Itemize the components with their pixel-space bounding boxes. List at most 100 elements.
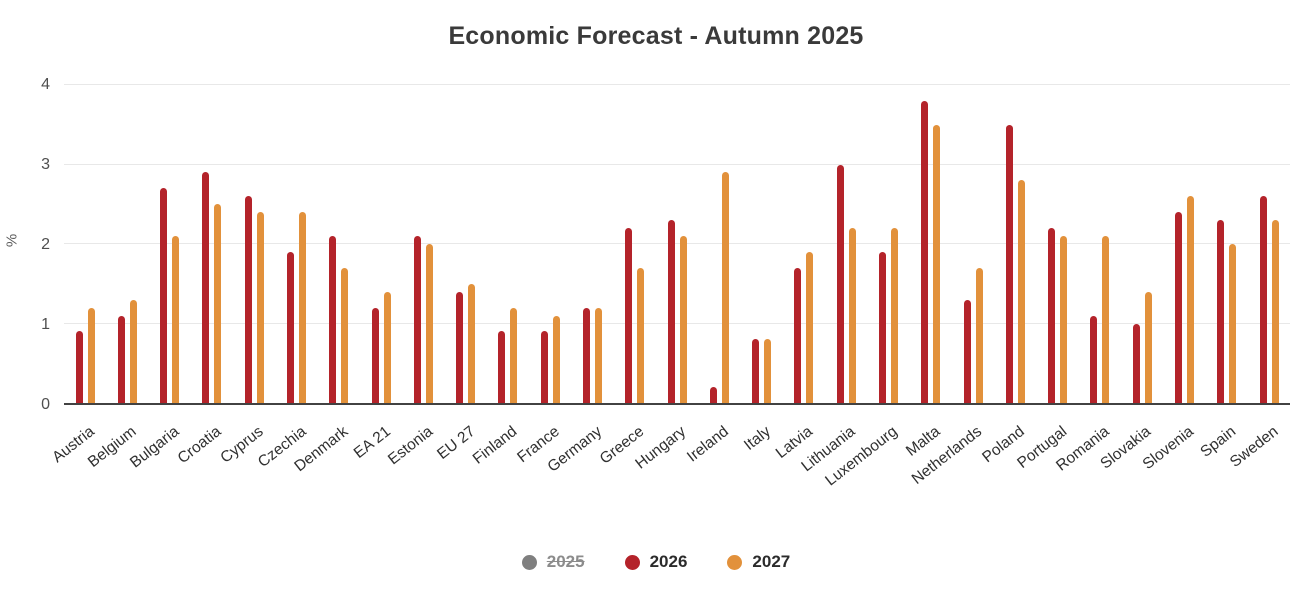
y-axis: 0 1 2 3 4 (0, 76, 50, 413)
bar-2027[interactable] (299, 212, 307, 403)
chart-title: Economic Forecast - Autumn 2025 (448, 22, 864, 50)
bar-2027[interactable] (383, 291, 391, 403)
bar-2027[interactable] (1060, 236, 1068, 403)
bar-group-slovakia (1121, 85, 1163, 403)
bar-group-netherlands (952, 85, 994, 403)
bar-2026[interactable] (752, 339, 760, 403)
y-tick-label: 0 (41, 396, 50, 413)
bar-2027[interactable] (341, 267, 349, 403)
bar-group-croatia (191, 85, 233, 403)
bar-2026[interactable] (963, 299, 971, 403)
bar-2027[interactable] (1102, 236, 1110, 403)
bar-2026[interactable] (1048, 228, 1056, 403)
bar-2027[interactable] (256, 212, 264, 403)
bar-group-france (529, 85, 571, 403)
bar-2027[interactable] (1186, 196, 1194, 403)
bar-2027[interactable] (552, 315, 560, 403)
y-tick-label: 2 (41, 236, 50, 253)
bar-group-belgium (106, 85, 148, 403)
bar-2026[interactable] (498, 331, 506, 403)
x-label-italy: Italy (741, 423, 775, 454)
bar-2026[interactable] (1005, 124, 1013, 403)
bar-2027[interactable] (637, 267, 645, 403)
bar-2026[interactable] (244, 196, 252, 403)
legend: 2025 2026 2027 (0, 552, 1312, 572)
bar-2027[interactable] (848, 228, 856, 403)
bar-2026[interactable] (667, 220, 675, 403)
bar-2026[interactable] (709, 387, 717, 403)
bar-group-malta (910, 85, 952, 403)
bar-group-czechia (275, 85, 317, 403)
gridline (64, 84, 1290, 85)
bar-2027[interactable] (679, 236, 687, 403)
bar-2027[interactable] (933, 124, 941, 403)
bar-2026[interactable] (1217, 220, 1225, 403)
bar-2026[interactable] (287, 251, 295, 403)
bar-2026[interactable] (413, 236, 421, 403)
bar-2027[interactable] (1017, 180, 1025, 403)
bar-2026[interactable] (371, 307, 379, 403)
legend-label-2027: 2027 (752, 552, 791, 571)
bar-2027[interactable] (764, 339, 772, 403)
bar-2026[interactable] (794, 267, 802, 403)
bar-group-germany (571, 85, 613, 403)
legend-item-2025[interactable]: 2025 (521, 552, 585, 572)
bar-2027[interactable] (425, 244, 433, 403)
y-tick-label: 1 (41, 316, 50, 333)
bar-2027[interactable] (1271, 220, 1279, 403)
bar-2026[interactable] (117, 315, 125, 403)
bar-2026[interactable] (836, 164, 844, 403)
bar-2027[interactable] (468, 283, 476, 403)
bar-group-finland (487, 85, 529, 403)
bar-group-ea-21 (360, 85, 402, 403)
bar-group-ireland (698, 85, 740, 403)
bar-2026[interactable] (878, 251, 886, 403)
bar-2027[interactable] (595, 307, 603, 403)
legend-dot-2026-icon (624, 554, 640, 570)
bar-2026[interactable] (1090, 315, 1098, 403)
bar-group-denmark (318, 85, 360, 403)
bars-layer (64, 85, 1290, 403)
bar-2027[interactable] (1229, 244, 1237, 403)
legend-item-2026[interactable]: 2026 (624, 552, 687, 572)
bar-2026[interactable] (540, 331, 548, 403)
bar-group-hungary (656, 85, 698, 403)
bar-group-latvia (783, 85, 825, 403)
x-axis-labels: Austria Belgium Bulgaria Croatia Cyprus Czech… (49, 415, 1290, 525)
gridline (64, 243, 1290, 244)
bar-group-austria (64, 85, 106, 403)
bar-group-portugal (1036, 85, 1078, 403)
bar-2026[interactable] (75, 331, 83, 403)
bar-2026[interactable] (456, 291, 464, 403)
legend-dot-2025-icon (521, 554, 537, 570)
bar-2026[interactable] (921, 100, 929, 403)
bar-2027[interactable] (1144, 291, 1152, 403)
bar-2026[interactable] (202, 172, 210, 403)
bar-2027[interactable] (172, 236, 180, 403)
bar-2026[interactable] (1259, 196, 1267, 403)
bar-2027[interactable] (975, 267, 983, 403)
bar-2026[interactable] (329, 236, 337, 403)
bar-group-cyprus (233, 85, 275, 403)
bar-2027[interactable] (87, 307, 95, 403)
bar-group-greece (614, 85, 656, 403)
bar-group-eu-27 (445, 85, 487, 403)
bar-2026[interactable] (1132, 323, 1140, 403)
bar-2027[interactable] (721, 172, 729, 403)
bar-2026[interactable] (625, 228, 633, 403)
bar-group-poland (994, 85, 1036, 403)
bar-2027[interactable] (214, 204, 222, 403)
legend-item-2027[interactable]: 2027 (727, 552, 790, 572)
bar-2027[interactable] (510, 307, 518, 403)
x-label-ireland: Ireland (683, 423, 732, 466)
bar-group-italy (741, 85, 783, 403)
bar-2026[interactable] (583, 307, 591, 403)
bar-2027[interactable] (129, 299, 137, 403)
bar-2026[interactable] (160, 188, 168, 403)
bar-2026[interactable] (1174, 212, 1182, 403)
bar-group-estonia (402, 85, 444, 403)
bar-2027[interactable] (890, 228, 898, 403)
x-label-croatia: Croatia (174, 423, 225, 468)
bar-2027[interactable] (806, 251, 814, 403)
